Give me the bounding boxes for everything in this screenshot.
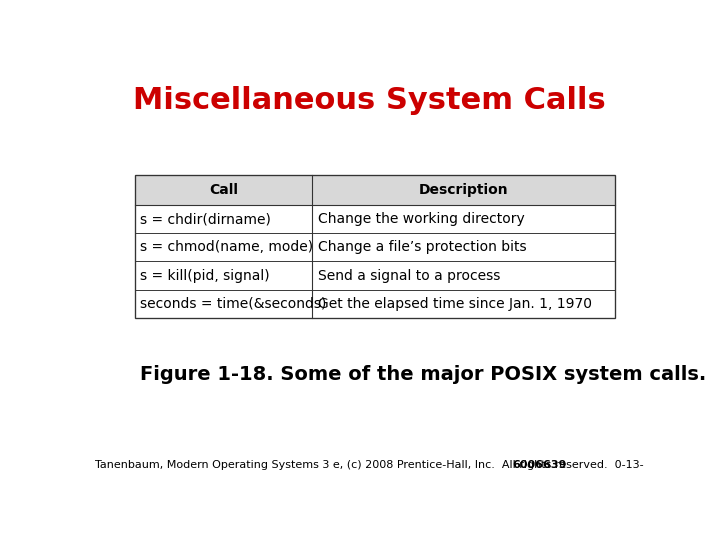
Text: Call: Call	[209, 183, 238, 197]
Bar	[135, 175, 615, 205]
Text: 6006639: 6006639	[513, 460, 567, 470]
Text: Figure 1-18. Some of the major POSIX system calls.: Figure 1-18. Some of the major POSIX sys…	[140, 365, 706, 384]
Text: Get the elapsed time since Jan. 1, 1970: Get the elapsed time since Jan. 1, 1970	[318, 297, 592, 311]
Bar	[135, 175, 615, 318]
Text: Change a file’s protection bits: Change a file’s protection bits	[318, 240, 526, 254]
Text: Send a signal to a process: Send a signal to a process	[318, 268, 500, 282]
Text: Description: Description	[418, 183, 508, 197]
Text: Miscellaneous System Calls: Miscellaneous System Calls	[132, 86, 606, 114]
Text: Change the working directory: Change the working directory	[318, 212, 525, 226]
Text: Tanenbaum, Modern Operating Systems 3 e, (c) 2008 Prentice-Hall, Inc.  All right: Tanenbaum, Modern Operating Systems 3 e,…	[95, 460, 643, 470]
Text: s = chmod(name, mode): s = chmod(name, mode)	[140, 240, 313, 254]
Text: s = chdir(dirname): s = chdir(dirname)	[140, 212, 271, 226]
Text: seconds = time(&seconds): seconds = time(&seconds)	[140, 297, 327, 311]
Text: s = kill(pid, signal): s = kill(pid, signal)	[140, 268, 270, 282]
